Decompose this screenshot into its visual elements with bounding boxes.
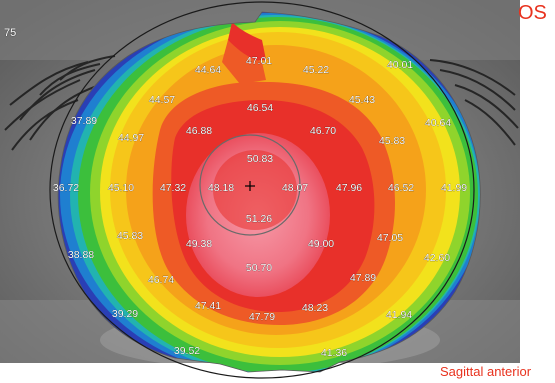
reading-r36: 48.23 (302, 302, 328, 314)
reading-r33: 39.29 (112, 308, 138, 320)
reading-r39: 41.36 (321, 347, 347, 359)
reading-r10: 46.88 (186, 125, 212, 137)
map-type-label: Sagittal anterior (440, 364, 532, 379)
reading-r03: 45.22 (303, 64, 329, 76)
reading-r24: 45.83 (117, 230, 143, 242)
reading-r23: 51.26 (246, 213, 272, 225)
reading-r11: 46.70 (310, 125, 336, 137)
topography-color-map (58, 12, 481, 372)
limbus-circle (49, 1, 475, 379)
pupil-circle (199, 134, 301, 236)
reading-r38: 39.52 (174, 345, 200, 357)
reading-r31: 46.74 (148, 274, 174, 286)
reading-r14: 50.83 (247, 153, 273, 165)
reading-r37: 41.94 (386, 309, 412, 321)
reading-r22: 41.99 (441, 182, 467, 194)
reading-r21: 46.52 (388, 182, 414, 194)
reading-r27: 47.05 (377, 232, 403, 244)
reading-r28: 38.88 (68, 249, 94, 261)
corner-label: 75 (4, 27, 17, 39)
reading-r30: 50.70 (246, 262, 272, 274)
reading-r15: 36.72 (53, 182, 79, 194)
eyelashes (4, 55, 519, 151)
center-crosshair-icon (245, 181, 255, 191)
map-outline (57, 11, 481, 373)
reading-r09: 44.97 (118, 132, 144, 144)
reading-r34: 47.41 (195, 300, 221, 312)
reading-r17: 47.32 (160, 182, 186, 194)
reading-r05: 44.57 (149, 94, 175, 106)
reading-r08: 37.89 (71, 115, 97, 127)
reading-r07: 45.43 (349, 94, 375, 106)
reading-r04: 40.01 (387, 59, 413, 71)
reading-r02: 44.64 (195, 64, 221, 76)
reading-r20: 47.96 (336, 182, 362, 194)
eye-label: OS (518, 2, 547, 24)
reading-r12: 40.64 (425, 117, 451, 129)
reading-r06: 46.54 (247, 102, 273, 114)
reading-r18: 48.18 (208, 182, 234, 194)
reading-r29: 42.60 (424, 252, 450, 264)
reading-r19: 48.07 (282, 182, 308, 194)
reading-r16: 45.10 (108, 182, 134, 194)
reading-r13: 45.83 (379, 135, 405, 147)
reading-r35: 47.79 (249, 311, 275, 323)
reading-r32: 47.89 (350, 272, 376, 284)
reading-r26: 49.00 (308, 238, 334, 250)
reading-r25: 49.38 (186, 238, 212, 250)
power-readings: 47.01 44.64 45.22 40.01 44.57 46.54 45.4… (53, 55, 468, 359)
reading-r01: 47.01 (246, 55, 272, 67)
